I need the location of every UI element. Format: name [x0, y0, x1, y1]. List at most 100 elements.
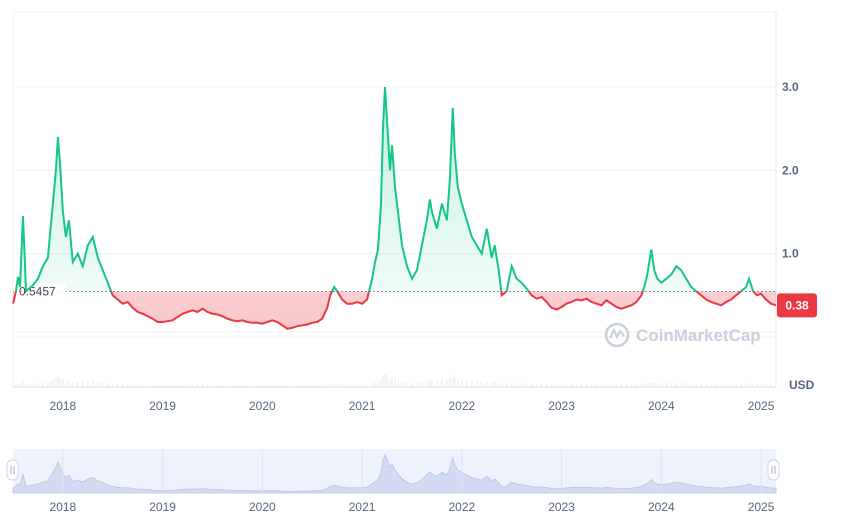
- volume-bar: [600, 384, 602, 386]
- volume-bar: [595, 384, 597, 386]
- current-price-badge: 0.38: [777, 293, 817, 318]
- volume-bar: [516, 383, 518, 386]
- volume-bar: [68, 380, 70, 386]
- volume-bar: [231, 385, 233, 386]
- volume-bar: [765, 384, 767, 386]
- volume-bar: [454, 377, 456, 386]
- volume-bar: [316, 385, 318, 386]
- volume-bar: [384, 374, 386, 386]
- volume-bar: [590, 384, 592, 386]
- volume-bar: [551, 384, 553, 386]
- volume-bar: [429, 379, 431, 386]
- volume-bar: [32, 383, 34, 386]
- volume-bar: [382, 376, 384, 386]
- volume-bar: [630, 384, 632, 386]
- x-tick-label: 2023: [548, 399, 575, 413]
- volume-bar: [466, 380, 468, 386]
- volume-bar: [401, 381, 403, 386]
- volume-bar: [775, 384, 777, 386]
- area-below-baseline: [13, 291, 776, 329]
- volume-bars: [12, 374, 777, 386]
- volume-bar: [37, 383, 39, 386]
- x-tick-label: 2018: [50, 399, 77, 413]
- volume-bar: [770, 384, 772, 386]
- x-tick-label: 2024: [648, 399, 675, 413]
- volume-bar: [377, 381, 379, 386]
- x-tick-label: 2025: [748, 399, 775, 413]
- volume-bar: [610, 384, 612, 386]
- volume-bar: [187, 384, 189, 386]
- volume-bar: [581, 384, 583, 386]
- navigator-right-handle[interactable]: [767, 459, 780, 481]
- volume-bar: [132, 384, 134, 386]
- volume-bar: [50, 380, 52, 386]
- volume-bar: [206, 384, 208, 386]
- volume-bar: [59, 377, 61, 386]
- volume-bar: [371, 383, 373, 386]
- volume-bar: [531, 384, 533, 386]
- volume-bar: [172, 385, 174, 386]
- volume-bar: [506, 383, 508, 386]
- baseline-value-label: 0.5457: [19, 285, 56, 299]
- volume-bar: [665, 383, 667, 386]
- volume-bar: [501, 384, 503, 386]
- volume-bar: [107, 383, 109, 386]
- volume-bar: [656, 383, 658, 386]
- volume-bar: [421, 381, 423, 386]
- volume-bar: [351, 384, 353, 386]
- volume-bar: [311, 385, 313, 386]
- volume-bar: [730, 384, 732, 386]
- volume-bar: [241, 385, 243, 386]
- volume-bar: [660, 383, 662, 386]
- volume-bar: [102, 382, 104, 386]
- watermark-text: CoinMarketCap: [636, 326, 761, 345]
- volume-bar: [745, 383, 747, 386]
- x-axis: 2018 2019 2020 2021 2022 2023 2024 2025: [50, 399, 775, 413]
- volume-bar: [710, 384, 712, 386]
- volume-bar: [122, 384, 124, 386]
- volume-bar: [17, 383, 19, 386]
- volume-bar: [752, 383, 754, 386]
- volume-bar: [481, 382, 483, 386]
- volume-bar: [19, 383, 21, 386]
- y-tick-label: 1.0: [782, 247, 799, 261]
- volume-bar: [670, 383, 672, 386]
- watermark-logo: CoinMarketCap: [604, 322, 761, 348]
- volume-bar: [648, 382, 650, 386]
- volume-bar: [389, 378, 391, 386]
- volume-bar: [356, 384, 358, 386]
- volume-bar: [740, 383, 742, 386]
- volume-bar: [653, 382, 655, 386]
- navigator-left-handle[interactable]: [6, 459, 19, 481]
- volume-bar: [526, 383, 528, 386]
- baseline-label: 0.5457: [14, 283, 66, 300]
- volume-bar: [705, 384, 707, 386]
- navigator-grid: [62, 449, 762, 493]
- volume-bar: [680, 382, 682, 386]
- range-navigator[interactable]: [6, 449, 780, 494]
- volume-bar: [65, 381, 67, 386]
- volume-bar: [386, 375, 388, 386]
- volume-bar: [341, 384, 343, 386]
- volume-bar: [471, 381, 473, 386]
- volume-bar: [406, 382, 408, 386]
- volume-bar: [211, 384, 213, 386]
- navigator-x-tick-label: 2024: [648, 500, 675, 514]
- volume-bar: [715, 384, 717, 386]
- volume-bar: [748, 383, 750, 386]
- volume-bar: [521, 383, 523, 386]
- volume-bar: [256, 385, 258, 386]
- volume-bar: [605, 384, 607, 386]
- volume-bar: [157, 385, 159, 386]
- y-tick-label: 2.0: [782, 163, 799, 177]
- volume-bar: [55, 378, 57, 386]
- volume-bar: [127, 384, 129, 386]
- volume-bar: [556, 384, 558, 386]
- volume-bar: [426, 380, 428, 386]
- volume-bar: [246, 385, 248, 386]
- current-price-value: 0.38: [785, 298, 809, 312]
- volume-bar: [87, 381, 89, 386]
- volume-bar: [380, 379, 382, 386]
- price-line-below: [12, 291, 777, 330]
